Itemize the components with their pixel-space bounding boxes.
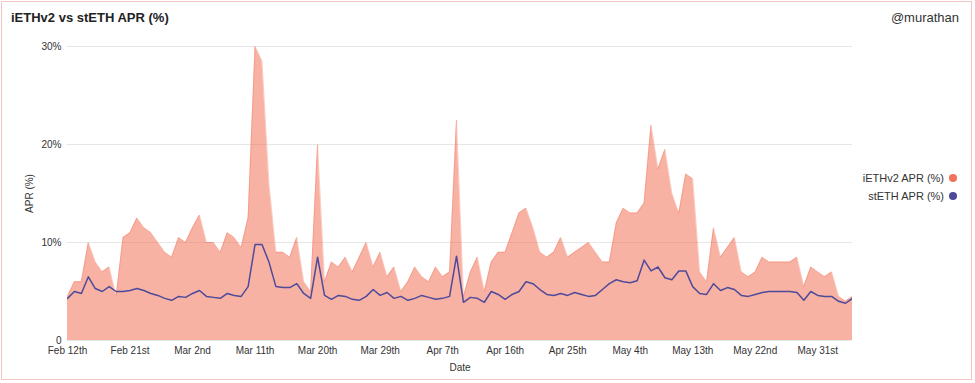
svg-text:May 22nd: May 22nd (733, 345, 777, 356)
html-text:iETHv2 APR (%): iETHv2 APR (%) (862, 172, 944, 184)
svg-text:Feb 12th: Feb 12th (48, 345, 87, 356)
svg-text:Apr 25th: Apr 25th (549, 345, 587, 356)
svg-text:Mar 29th: Mar 29th (360, 345, 399, 356)
svg-text:Date: Date (449, 362, 471, 373)
svg-text:Mar 20th: Mar 20th (298, 345, 337, 356)
svg-text:Apr 16th: Apr 16th (486, 345, 524, 356)
html-text:@murathan: @murathan (890, 10, 959, 25)
svg-text:Mar 2nd: Mar 2nd (174, 345, 211, 356)
svg-text:Mar 11th: Mar 11th (236, 345, 275, 356)
svg-text:10%: 10% (41, 237, 61, 248)
svg-text:30%: 30% (41, 41, 61, 52)
svg-text:0: 0 (56, 335, 62, 346)
svg-text:May 31st: May 31st (797, 345, 838, 356)
svg-text:Feb 21st: Feb 21st (111, 345, 150, 356)
svg-text:20%: 20% (41, 139, 61, 150)
svg-text:Apr 7th: Apr 7th (427, 345, 459, 356)
html-text:stETH APR (%): stETH APR (%) (868, 190, 944, 202)
svg-text:May 13th: May 13th (672, 345, 713, 356)
svg-text:May 4th: May 4th (612, 345, 648, 356)
svg-text:APR (%): APR (%) (24, 174, 35, 213)
html-text:iETHv2 vs stETH APR (%): iETHv2 vs stETH APR (%) (11, 10, 169, 25)
